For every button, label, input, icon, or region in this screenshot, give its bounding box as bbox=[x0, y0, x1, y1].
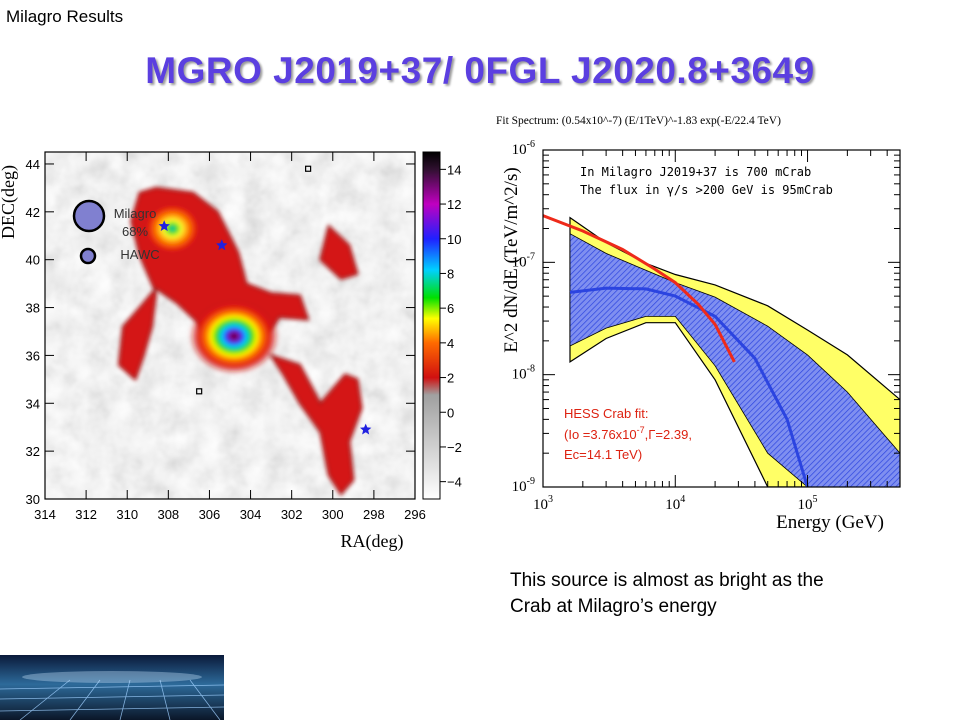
map-x-tick-label: 300 bbox=[322, 507, 344, 522]
legend-hawc-label: HAWC bbox=[120, 247, 159, 262]
map-y-tick-label: 38 bbox=[26, 301, 40, 316]
star-marker-icon bbox=[360, 423, 372, 435]
hess-annotation-line-1: HESS Crab fit: bbox=[564, 406, 649, 421]
spectrum-x-axis-label: Energy (GeV) bbox=[776, 512, 884, 533]
map-x-tick-label: 298 bbox=[363, 507, 385, 522]
square-marker-icon bbox=[196, 388, 203, 395]
colorbar-tick-label: 12 bbox=[447, 197, 461, 212]
caption: This source is almost as bright as the C… bbox=[510, 568, 930, 620]
hotspot-main bbox=[189, 298, 280, 375]
spectrum-x-tick-label: 104 bbox=[665, 494, 685, 513]
hess-annotation-line-2: (Io =3.76x10-7,Γ=2.39, bbox=[564, 425, 692, 442]
map-y-tick-label: 34 bbox=[26, 396, 40, 411]
detector-array-image bbox=[0, 655, 224, 720]
spectrum-y-axis-label: E^2 dN/dE (TeV/m^2/s) bbox=[501, 167, 522, 352]
map-y-axis-label: DEC(deg) bbox=[0, 165, 19, 239]
star-marker-icon bbox=[158, 220, 170, 231]
significance-map: 296 298 300 302 304 306 308 310 312 314 30 32 34 36 3… bbox=[0, 151, 462, 552]
spectrum-y-tick-label: 10-6 bbox=[512, 139, 535, 158]
map-x-tick-label: 310 bbox=[116, 507, 138, 522]
colorbar-tick-label: 0 bbox=[447, 405, 454, 420]
fit-spectrum-label: Fit Spectrum: (0.54x10^-7) (E/1TeV)^-1.8… bbox=[496, 115, 781, 127]
map-x-tick-label: 304 bbox=[240, 507, 262, 522]
slide-header: Milagro Results bbox=[6, 7, 124, 26]
hess-crab-line bbox=[543, 214, 736, 363]
colorbar-tick-label: 8 bbox=[447, 266, 454, 281]
spectrum-y-tick-label: 10-9 bbox=[512, 476, 535, 495]
spectrum-y-tick-label: 10-8 bbox=[512, 364, 535, 383]
map-x-axis-label: RA(deg) bbox=[341, 531, 404, 552]
hotspot-top bbox=[142, 201, 203, 256]
map-x-tick-label: 296 bbox=[404, 507, 426, 522]
map-x-tick-label: 302 bbox=[281, 507, 303, 522]
colorbar bbox=[422, 151, 441, 500]
square-marker-icon bbox=[305, 165, 312, 172]
map-y-tick-label: 30 bbox=[26, 492, 40, 507]
map-x-tick-label: 308 bbox=[157, 507, 179, 522]
hess-annotation-line-3: Ec=14.1 TeV) bbox=[564, 447, 642, 462]
colorbar-tick-label: 14 bbox=[447, 162, 461, 177]
hawc-circle-icon bbox=[79, 247, 97, 265]
map-y-tick-label: 42 bbox=[26, 205, 40, 220]
colorbar-tick-label: 2 bbox=[447, 371, 454, 386]
spectrum-plot: Fit Spectrum: (0.54x10^-7) (E/1TeV)^-1.8… bbox=[496, 115, 901, 533]
colorbar-tick-label: −4 bbox=[447, 475, 462, 490]
map-y-tick-label: 32 bbox=[26, 444, 40, 459]
map-y-tick-label: 44 bbox=[26, 157, 40, 172]
map-x-tick-label: 314 bbox=[34, 507, 56, 522]
caption-line-2: Crab at Milagro’s energy bbox=[510, 596, 717, 617]
emission-region bbox=[268, 353, 363, 496]
milagro-68-circle-icon bbox=[72, 199, 106, 233]
map-x-tick-label: 312 bbox=[75, 507, 97, 522]
caption-line-1: This source is almost as bright as the bbox=[510, 570, 824, 591]
colorbar-tick-label: 6 bbox=[447, 301, 454, 316]
spectrum-x-tick-label: 103 bbox=[533, 494, 553, 513]
colorbar-tick-label: 10 bbox=[447, 232, 461, 247]
fit-line bbox=[569, 286, 809, 487]
star-marker-icon bbox=[216, 239, 228, 251]
colorbar-tick-label: −2 bbox=[447, 440, 462, 455]
spectrum-x-tick-label: 105 bbox=[798, 494, 818, 513]
map-y-tick-label: 36 bbox=[26, 348, 40, 363]
annotation-line-2: The flux in γ/s >200 GeV is 95mCrab bbox=[580, 183, 833, 197]
map-x-tick-label: 306 bbox=[199, 507, 221, 522]
legend-68-label: 68% bbox=[122, 224, 148, 239]
map-y-tick-label: 40 bbox=[26, 253, 40, 268]
slide-title: MGRO J2019+37/ 0FGL J2020.8+3649 bbox=[145, 50, 815, 91]
annotation-line-1: In Milagro J2019+37 is 700 mCrab bbox=[580, 165, 811, 179]
legend-milagro-label: Milagro bbox=[114, 206, 157, 221]
colorbar-tick-label: 4 bbox=[447, 336, 454, 351]
emission-region bbox=[319, 224, 359, 280]
